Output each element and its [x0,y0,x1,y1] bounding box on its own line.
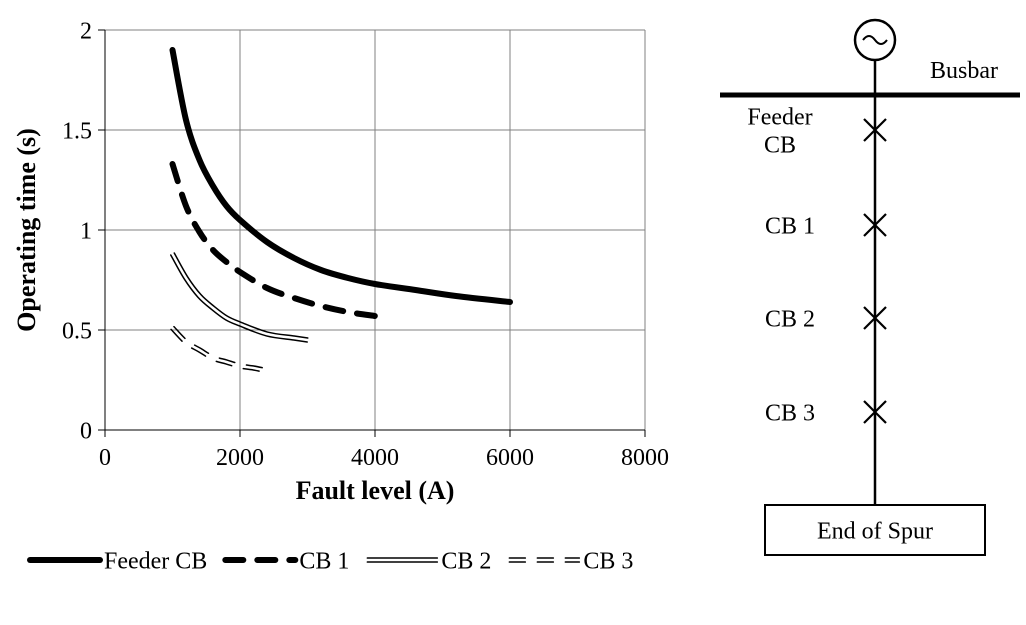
y-tick-label: 0.5 [62,318,92,344]
series-cb-1 [173,164,376,316]
legend-label: CB 3 [583,548,633,574]
series-cb-2 [174,253,308,338]
single-line-diagram: Busbar FeederCB CB 1 CB 2 CB 3 End of Spur [720,20,1020,555]
x-tick-label: 8000 [621,445,669,471]
x-tick-label: 2000 [216,445,264,471]
x-tick-label: 4000 [351,445,399,471]
figure-svg: 0 2000 4000 6000 8000 0 0.5 1 1.5 2 Fault level (A… [0,0,1026,620]
breaker-label: CB 2 [765,306,815,332]
y-tick-label: 1.5 [62,118,92,144]
x-tick-label: 6000 [486,445,534,471]
legend: Feeder CB CB 1 CB 2 CB 3 [30,548,633,574]
legend-label: CB 2 [441,548,491,574]
y-tick-label: 0 [80,418,92,444]
legend-label: CB 1 [299,548,349,574]
chart: 0 2000 4000 6000 8000 0 0.5 1 1.5 2 Fault level (A… [12,18,669,505]
end-of-spur-label: End of Spur [817,518,933,544]
breaker-label: CB 3 [765,400,815,426]
series-feeder-cb [173,50,511,302]
y-axis-label: Operating time (s) [12,128,41,332]
legend-label: Feeder CB [104,548,207,574]
breaker-label: CB [764,132,796,158]
busbar-label: Busbar [930,58,998,84]
breaker-label: Feeder [747,104,812,130]
breaker-label: CB 1 [765,213,815,239]
y-tick-label: 1 [80,218,92,244]
figure: 0 2000 4000 6000 8000 0 0.5 1 1.5 2 Fault level (A… [0,0,1026,620]
y-tick-label: 2 [80,18,92,44]
source-sine [863,36,887,44]
x-axis-label: Fault level (A) [296,476,455,505]
x-tick-label: 0 [99,445,111,471]
